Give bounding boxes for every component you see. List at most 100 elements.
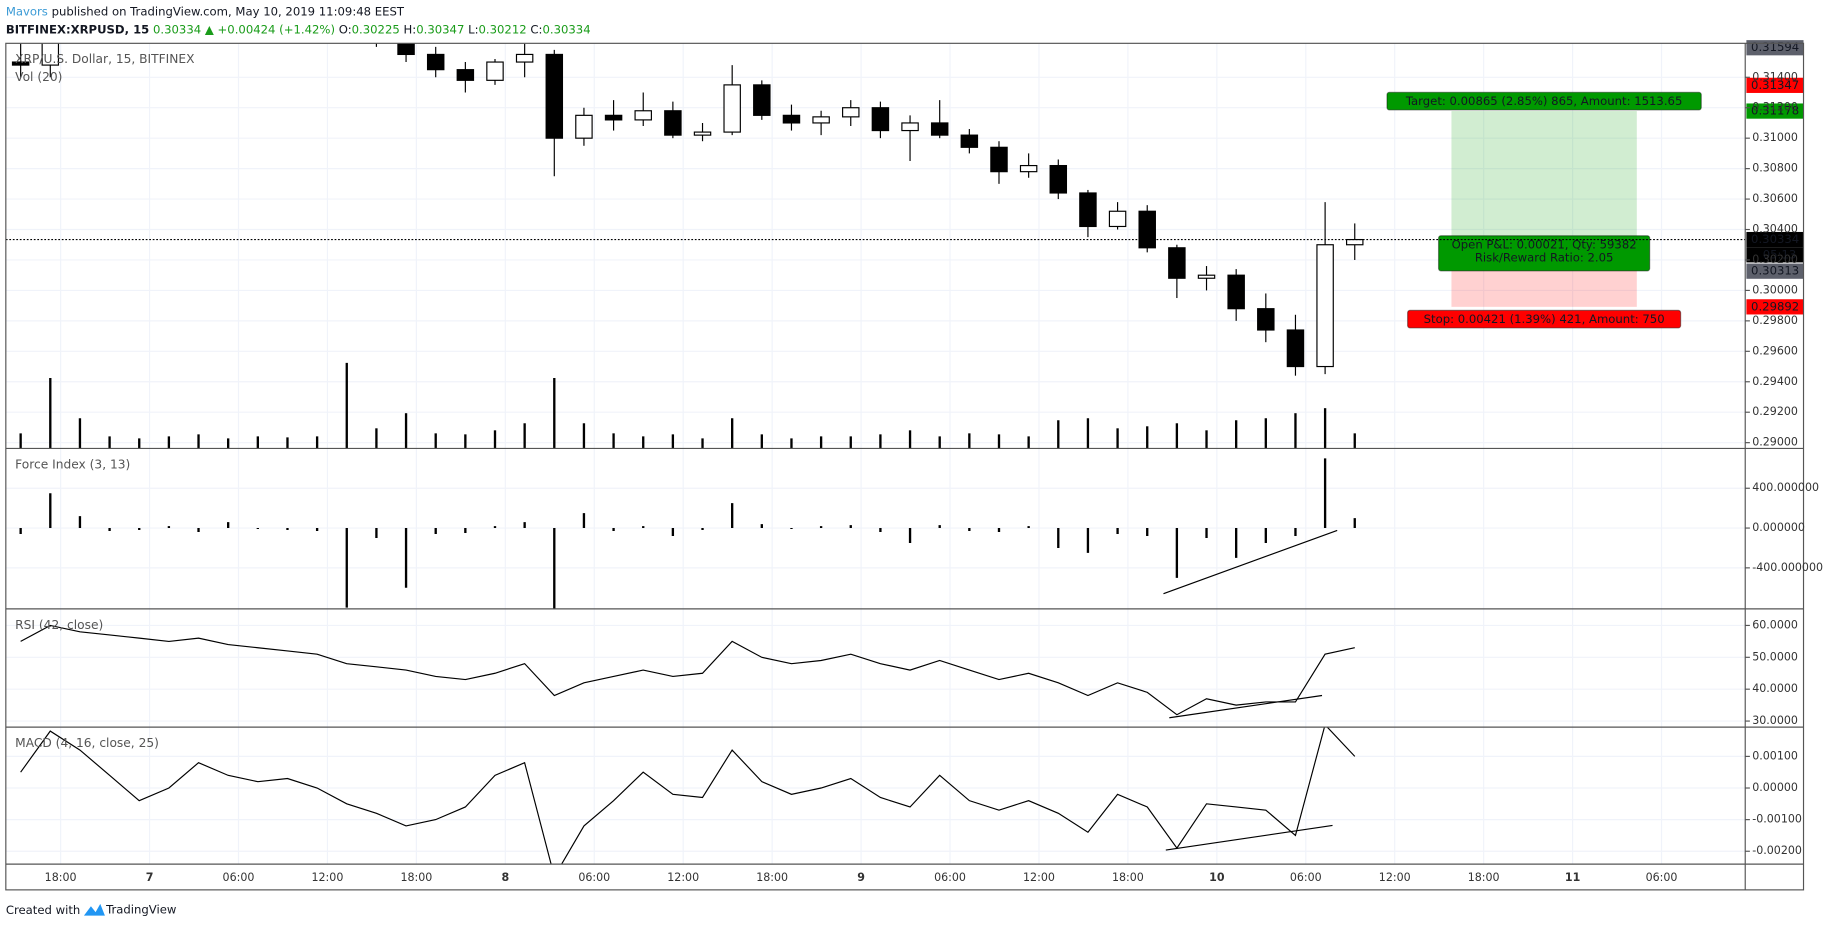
candle-body [426, 53, 445, 71]
pane-title: RSI (42, close) [15, 618, 103, 632]
price-badge [1746, 103, 1804, 119]
overlay: Target: 0.00865 (2.85%) 865, Amount: 151… [5, 40, 1804, 329]
y-tick-label: 30.0000 [1752, 714, 1798, 727]
brand-logo[interactable] [83, 903, 105, 916]
candle-body [1257, 308, 1275, 331]
ohlc-value: 0.30334 [542, 22, 590, 36]
pane-line [20, 624, 1355, 716]
pane-line [20, 727, 1356, 865]
line-series [20, 624, 1355, 716]
y-tick-label: 40.0000 [1752, 682, 1798, 695]
x-tick-label: 12:00 [1379, 871, 1411, 884]
y-tick-label: 0.29200 [1752, 405, 1798, 418]
x-tick-label: 06:00 [223, 871, 255, 884]
pnl-label[interactable]: Open P&L: 0.00021, Qty: 59382 [1452, 238, 1637, 252]
candle-body [486, 61, 504, 81]
candle-body [1168, 247, 1186, 279]
candle-body [397, 43, 415, 56]
frame [5, 42, 1805, 891]
candle-body [1286, 329, 1305, 368]
symbol: BITFINEX:XRPUSD, 15 [6, 22, 149, 36]
stop-label-box[interactable] [1407, 309, 1682, 329]
ohlc-key: O: [339, 22, 352, 36]
x-tick-label: 12:00 [312, 871, 344, 884]
candle-body [456, 69, 475, 81]
x-tick-label: 10 [1209, 871, 1225, 884]
price-badge [1746, 231, 1804, 248]
candle-body [604, 114, 623, 121]
candle-body [1316, 244, 1334, 368]
x-tick-label: 18:00 [1112, 871, 1144, 884]
line-series [20, 727, 1356, 865]
x-tick-label: 7 [146, 871, 154, 884]
y-tick-label: 0.31400 [1752, 70, 1798, 83]
x-tick-label: 9 [857, 871, 865, 884]
y-tick-label: 0.00100 [1752, 749, 1798, 762]
candle-body [842, 107, 860, 118]
y-tick-label: 0.00000 [1752, 781, 1798, 794]
price-badge [1746, 299, 1804, 315]
x-tick-label: 06:00 [1646, 871, 1678, 884]
price-badge-label: 0.31178 [1751, 104, 1799, 118]
candle-body [871, 107, 890, 132]
x-tick-label: 12:00 [667, 871, 699, 884]
target-label-box[interactable] [1386, 91, 1702, 111]
y-tick-label: 0.000000 [1752, 521, 1805, 534]
candle-body [545, 53, 564, 139]
candle-body [812, 116, 830, 124]
ohlc-value: 0.30347 [416, 22, 464, 36]
y-tick-label: -400.000000 [1752, 561, 1823, 574]
pane-bar [19, 362, 1356, 449]
countdown: 05:13 [1763, 247, 1797, 261]
y-tick-label: 0.29800 [1752, 314, 1798, 327]
pnl-label-box[interactable] [1437, 235, 1651, 272]
ohlc-key: L: [468, 22, 478, 36]
y-tick-label: -0.00100 [1752, 813, 1802, 826]
target-label[interactable]: Target: 0.00865 (2.85%) 865, Amount: 151… [1405, 94, 1683, 108]
price-badge [1746, 40, 1804, 56]
pane-candlestick [11, 43, 1364, 376]
candle-body [930, 122, 949, 136]
pnl-label[interactable]: Risk/Reward Ratio: 2.05 [1475, 250, 1614, 264]
candle-body [664, 110, 682, 136]
symbol-line: BITFINEX:XRPUSD, 15 0.30334 ▲ +0.00424 (… [6, 22, 591, 36]
stop-label[interactable]: Stop: 0.00421 (1.39%) 421, Amount: 750 [1424, 312, 1665, 326]
x-tick-label: 18:00 [400, 871, 432, 884]
y-tick-label: 0.29600 [1752, 344, 1798, 357]
y-tick-label: 0.30000 [1752, 283, 1798, 296]
footer-text: Created with [6, 902, 81, 916]
y-tick-label: 0.30600 [1752, 192, 1798, 205]
target-zone [1451, 111, 1637, 243]
marks: XRP/U.S. Dollar, 15, BITFINEX Vol (20) For… [11, 43, 1364, 865]
trend-line [1169, 694, 1323, 719]
x-tick-label: 06:00 [578, 871, 610, 884]
brand[interactable]: TradingView [105, 902, 177, 916]
chart-border [5, 42, 1805, 891]
y-tick-label: 400.000000 [1752, 481, 1819, 494]
price-badge-label: 0.31594 [1751, 40, 1799, 54]
price-badge-label: 0.30313 [1751, 264, 1799, 278]
y-tick-label: 0.31000 [1752, 131, 1798, 144]
y-tick-label: 0.31200 [1752, 101, 1798, 114]
y-tick-label: 0.29000 [1752, 436, 1798, 449]
price-badge [1746, 263, 1804, 279]
candle-body [515, 53, 534, 63]
candle-body [1346, 238, 1364, 246]
author[interactable]: Mavors [6, 4, 48, 18]
price-badge-label: 0.30334 [1751, 232, 1799, 246]
candle-body [41, 43, 60, 66]
x-tick-label: 06:00 [934, 871, 966, 884]
trend-line [1165, 824, 1333, 851]
pane-title: Vol (20) [15, 70, 62, 84]
pane-title: XRP/U.S. Dollar, 15, BITFINEX [15, 52, 195, 66]
x-tick-label: 8 [501, 871, 509, 884]
candle-body [960, 134, 979, 148]
ohlc-key: C: [530, 22, 542, 36]
x-tick-label: 18:00 [45, 871, 77, 884]
candle-body [753, 84, 771, 116]
price-badge-label: 0.29892 [1751, 299, 1799, 313]
candle-body [901, 122, 919, 132]
candle-body [1227, 274, 1245, 310]
